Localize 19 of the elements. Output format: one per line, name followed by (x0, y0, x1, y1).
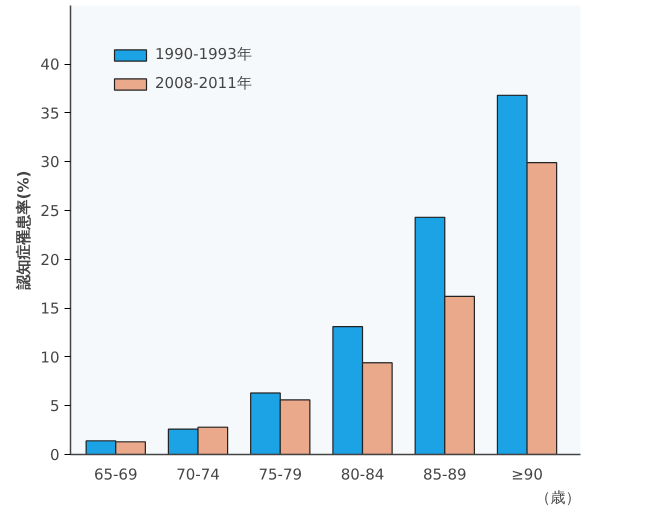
y-tick-label: 5 (50, 397, 60, 416)
y-tick-label: 20 (40, 250, 60, 269)
y-tick-label: 0 (50, 446, 60, 464)
y-tick-label: 30 (40, 153, 60, 172)
x-axis-title: （歳） (536, 488, 580, 506)
legend-label: 2008-2011年 (155, 74, 252, 93)
y-tick-label: 35 (40, 104, 60, 122)
x-tick-label: 65-69 (94, 466, 138, 484)
y-tick-label: 15 (40, 300, 60, 318)
x-tick-label: ≥90 (511, 466, 543, 484)
x-tick-label: 75-79 (258, 466, 302, 484)
y-axis-title: 認知症罹患率(%) (14, 170, 32, 290)
y-tick-label: 25 (40, 202, 60, 220)
x-tick-label: 70-74 (176, 466, 220, 484)
x-tick-label: 80-84 (340, 466, 384, 484)
x-tick-label: 85-89 (422, 466, 467, 484)
y-tick-label: 10 (40, 348, 60, 366)
legend-label: 1990-1993年 (155, 45, 252, 64)
y-tick-label: 40 (40, 56, 60, 74)
